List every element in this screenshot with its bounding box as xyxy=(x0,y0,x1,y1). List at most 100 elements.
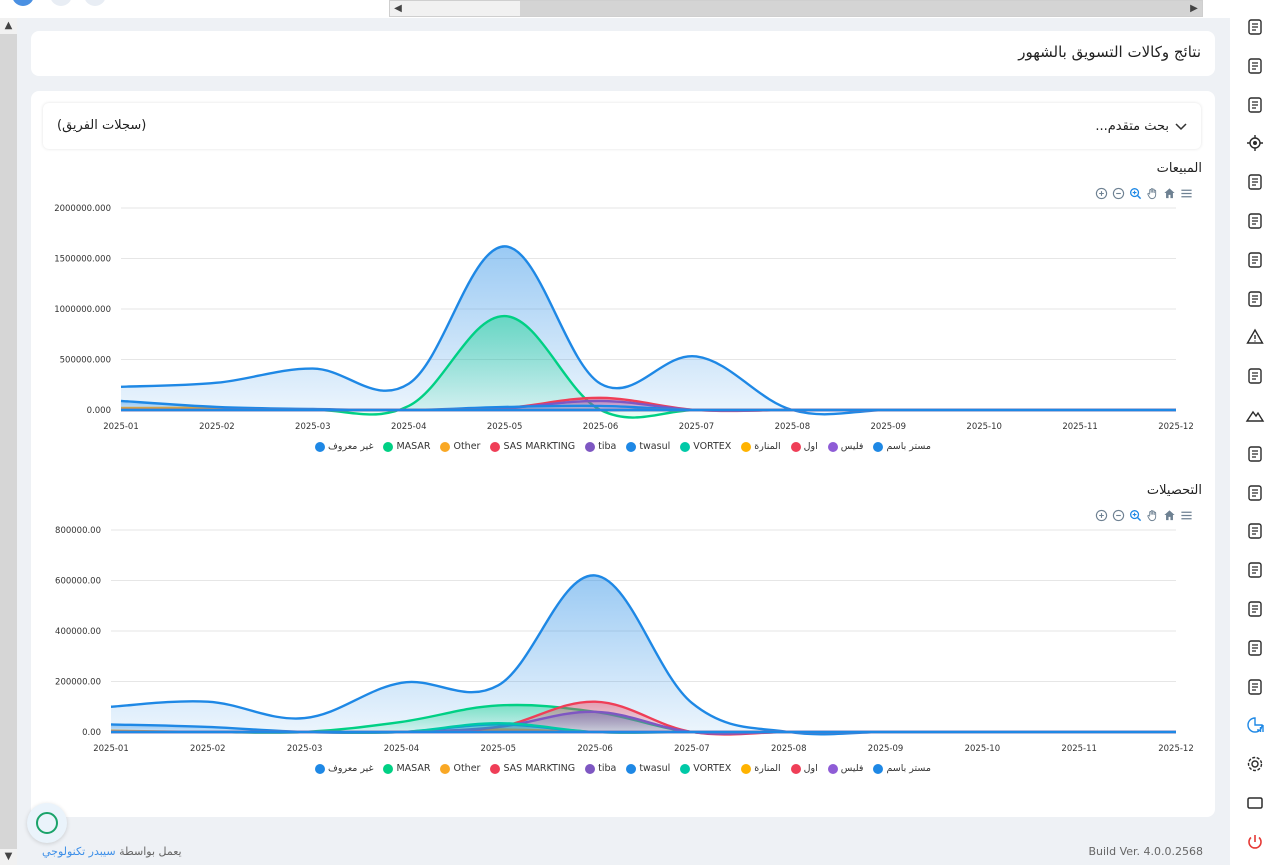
legend-label: اول xyxy=(803,441,818,452)
advanced-search-bar[interactable]: بحث متقدم... (سجلات الفريق) xyxy=(43,103,1201,149)
legend-item[interactable]: tiba xyxy=(585,763,616,774)
legend-item[interactable]: SAS MARKTING xyxy=(490,441,575,452)
sidebar-item-power[interactable] xyxy=(1230,825,1279,859)
home-reset-icon[interactable] xyxy=(1162,186,1176,200)
legend-item[interactable]: غير معروف xyxy=(315,441,373,452)
legend-item[interactable]: مستر باسم xyxy=(873,763,931,774)
series-area xyxy=(111,704,1176,734)
selection-zoom-icon[interactable] xyxy=(1128,508,1142,522)
legend-marker xyxy=(490,763,501,774)
advanced-search-toggle[interactable]: بحث متقدم... xyxy=(1095,119,1187,134)
sidebar-item-folder-add[interactable] xyxy=(1230,204,1279,238)
legend-marker xyxy=(315,441,326,452)
legend-item[interactable]: فليس xyxy=(827,441,863,452)
sidebar-item-building[interactable] xyxy=(1230,10,1279,44)
zoom-out-icon[interactable] xyxy=(1111,186,1125,200)
sidebar-item-phone-calls[interactable] xyxy=(1230,88,1279,122)
x-tick-label: 2025-07 xyxy=(674,744,710,754)
horizontal-scrollbar-track[interactable] xyxy=(390,1,520,16)
scroll-left-icon[interactable]: ◀ xyxy=(394,3,402,14)
pan-hand-icon[interactable] xyxy=(1145,186,1159,200)
x-tick-label: 2025-09 xyxy=(868,744,904,754)
selection-zoom-icon[interactable] xyxy=(1128,186,1142,200)
x-tick-label: 2025-04 xyxy=(391,422,427,432)
sidebar-item-printer-user[interactable] xyxy=(1230,514,1279,548)
legend-marker xyxy=(680,763,691,774)
x-tick-label: 2025-10 xyxy=(965,744,1001,754)
sidebar-item-lamp[interactable] xyxy=(1230,49,1279,83)
vertical-scrollbar[interactable]: ▲ ▼ xyxy=(0,18,17,865)
user-money-icon xyxy=(1247,601,1262,617)
sidebar-item-window[interactable] xyxy=(1230,786,1279,820)
legend-item[interactable]: MASAR xyxy=(383,763,430,774)
legend-item[interactable]: اول xyxy=(790,763,818,774)
sidebar-item-document-search[interactable] xyxy=(1230,670,1279,704)
zoom-in-icon[interactable] xyxy=(1094,186,1108,200)
legend-item[interactable]: اول xyxy=(790,441,818,452)
app-logo-icon[interactable] xyxy=(12,0,34,6)
legend-item[interactable]: tiba xyxy=(585,441,616,452)
legend-label: غير معروف xyxy=(328,441,374,452)
x-tick-label: 2025-03 xyxy=(295,422,331,432)
pan-hand-icon[interactable] xyxy=(1145,508,1159,522)
sidebar-item-pen[interactable] xyxy=(1230,476,1279,510)
sidebar-item-money[interactable] xyxy=(1230,282,1279,316)
notification-icon[interactable] xyxy=(84,0,106,6)
target-icon xyxy=(1246,135,1263,152)
x-tick-label: 2025-07 xyxy=(679,422,715,432)
sidebar-item-video-call[interactable] xyxy=(1230,359,1279,393)
home-reset-icon[interactable] xyxy=(1162,508,1176,522)
sidebar-item-add-document[interactable] xyxy=(1230,631,1279,665)
scroll-up-icon[interactable]: ▲ xyxy=(0,18,17,34)
sidebar-item-settings[interactable] xyxy=(1230,747,1279,781)
zoom-in-icon[interactable] xyxy=(1094,508,1108,522)
legend-item[interactable]: المنارة xyxy=(741,441,781,452)
series-area xyxy=(121,246,1176,415)
x-tick-label: 2025-02 xyxy=(190,744,226,754)
legend-marker xyxy=(827,441,838,452)
sidebar-item-mountain[interactable] xyxy=(1230,398,1279,432)
legend-item[interactable]: twasul xyxy=(626,763,670,774)
y-tick-label: 0.000 xyxy=(87,406,111,416)
info-icon[interactable] xyxy=(50,0,72,6)
legend-item[interactable]: twasul xyxy=(626,441,670,452)
horizontal-scrollbar[interactable]: ◀ ▶ xyxy=(389,0,1203,17)
legend-marker xyxy=(873,763,884,774)
legend-item[interactable]: فليس xyxy=(827,763,863,774)
collections-chart-legend: غير معروف MASAR Other SAS MARKTING tiba twasu… xyxy=(31,763,1215,774)
x-tick-label: 2025-01 xyxy=(93,744,129,754)
sidebar-item-target[interactable] xyxy=(1230,126,1279,160)
sidebar-item-telephone[interactable] xyxy=(1230,165,1279,199)
sidebar-item-user-money[interactable] xyxy=(1230,592,1279,626)
sidebar-item-team[interactable] xyxy=(1230,243,1279,277)
legend-item[interactable]: VORTEX xyxy=(680,763,731,774)
legend-item[interactable]: Other xyxy=(440,441,480,452)
legend-item[interactable]: SAS MARKTING xyxy=(490,763,575,774)
legend-item[interactable]: VORTEX xyxy=(680,441,731,452)
folder-add-icon xyxy=(1247,213,1262,229)
scroll-right-icon[interactable]: ▶ xyxy=(1190,3,1198,14)
legend-item[interactable]: المنارة xyxy=(741,763,781,774)
sidebar-item-reports-chart[interactable] xyxy=(1230,708,1279,742)
legend-marker xyxy=(440,763,451,774)
legend-item[interactable]: MASAR xyxy=(383,441,430,452)
scroll-down-icon[interactable]: ▼ xyxy=(0,849,17,865)
credit-brand-link[interactable]: سيبدر تكنولوجي xyxy=(42,845,116,858)
sidebar xyxy=(1230,0,1279,865)
legend-item[interactable]: مستر باسم xyxy=(873,441,931,452)
sidebar-item-delivery-truck[interactable] xyxy=(1230,553,1279,587)
sidebar-item-warning[interactable] xyxy=(1230,320,1279,354)
x-tick-label: 2025-01 xyxy=(103,422,139,432)
sidebar-item-invoice[interactable] xyxy=(1230,437,1279,471)
floating-action-button[interactable] xyxy=(27,803,67,843)
y-tick-label: 1000000.000 xyxy=(54,305,111,315)
series-area xyxy=(111,701,1176,735)
menu-icon[interactable] xyxy=(1179,508,1193,522)
legend-item[interactable]: غير معروف xyxy=(315,763,373,774)
zoom-out-icon[interactable] xyxy=(1111,508,1125,522)
legend-label: VORTEX xyxy=(693,441,732,452)
legend-item[interactable]: Other xyxy=(440,763,480,774)
reports-chart-icon xyxy=(1246,717,1264,734)
legend-marker xyxy=(490,441,501,452)
menu-icon[interactable] xyxy=(1179,186,1193,200)
